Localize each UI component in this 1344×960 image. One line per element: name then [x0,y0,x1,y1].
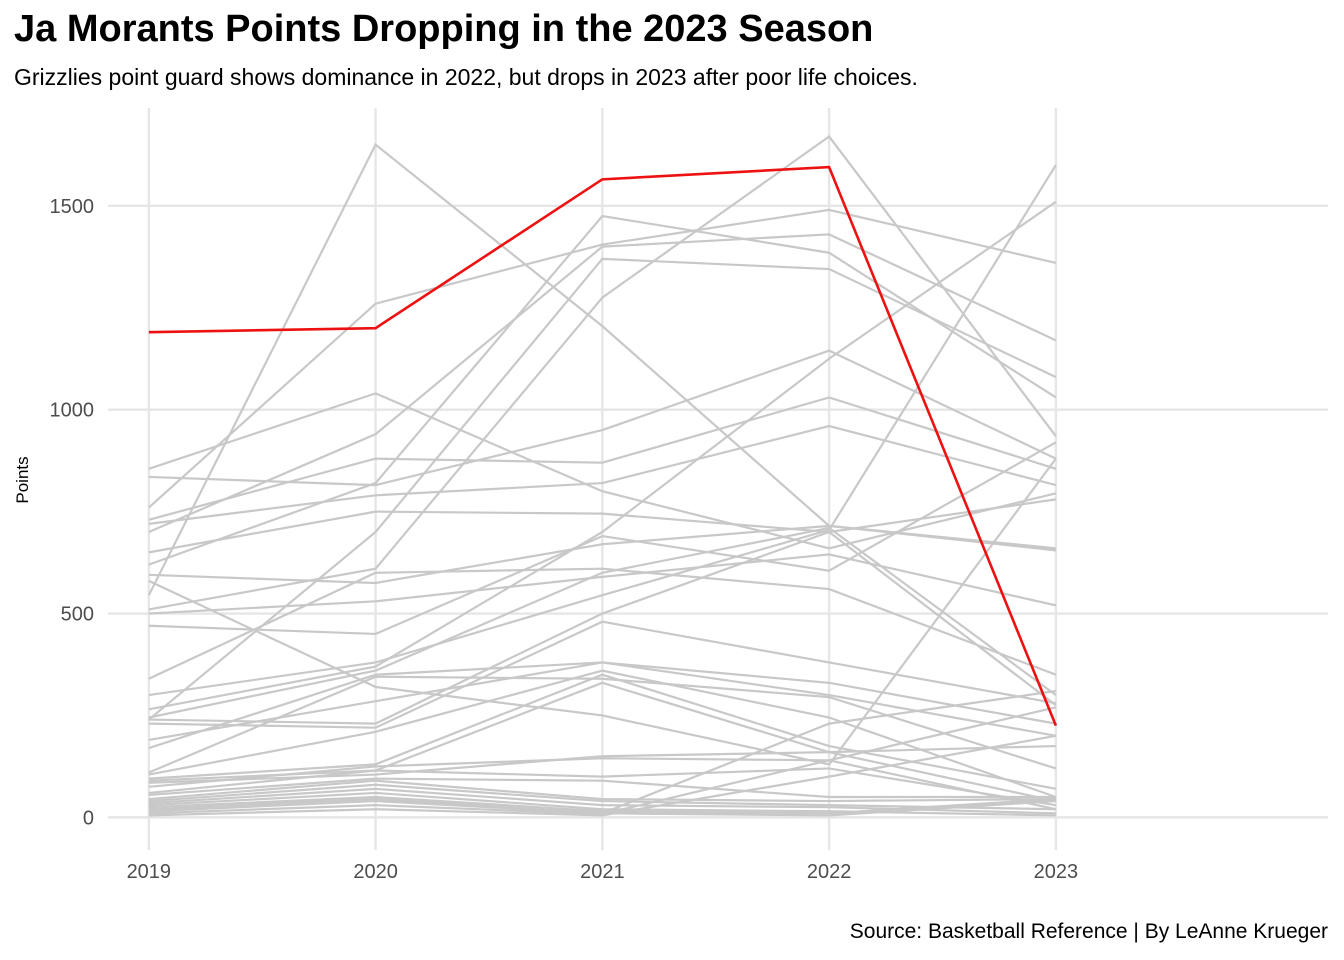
series-line [148,673,1057,790]
series-line [148,524,1056,585]
y-tick-label: 500 [61,604,94,626]
series-line [148,661,1057,750]
grid [108,108,1328,850]
series-line [148,779,1056,803]
series-line [148,706,1057,816]
x-tick-label: 2022 [807,861,852,883]
series-line [148,777,1056,799]
series-line [148,392,1057,550]
series-line [148,135,1057,611]
y-tick-label: 0 [83,807,94,829]
y-tick-label: 1500 [50,196,95,218]
series-line [148,498,1057,554]
highlight-line [148,165,1058,727]
y-axis-title: Points [13,456,32,503]
series-line [148,200,1057,711]
series-line [148,567,1057,680]
series-line [148,530,1057,725]
series-line [148,553,1057,615]
chart-title: Ja Morants Points Dropping in the 2023 S… [14,8,874,50]
series-line [148,208,1057,509]
series-line [148,457,1057,766]
series-line [148,791,1056,817]
highlight-series [148,165,1058,727]
series-line [148,767,1057,807]
series-line [148,164,1057,697]
series-line [148,526,1057,719]
series-line [148,396,1057,521]
series-line [148,757,1057,811]
series-line [148,675,1057,774]
chart-subtitle: Grizzlies point guard shows dominance in… [14,64,918,90]
series-line [148,441,1057,636]
x-tick-label: 2020 [353,861,398,883]
series-line [148,257,1057,721]
series-line [148,349,1057,487]
y-tick-label: 1000 [50,400,95,422]
series-line [148,795,1056,815]
chart-caption: Source: Basketball Reference | By LeAnne… [849,920,1328,943]
series-line [148,669,1057,799]
x-tick-label: 2021 [580,861,625,883]
series-line [148,214,1057,566]
series-line [148,734,1057,817]
series-line [148,783,1056,811]
x-tick-label: 2023 [1034,861,1079,883]
series-line [148,620,1057,729]
axes: 0 500 1000 1500 2019 2020 2021 2022 2023 [50,196,1079,883]
series-line [148,424,1057,525]
series-lines [147,135,1057,817]
x-tick-label: 2019 [127,861,172,883]
series-line [148,233,1057,534]
